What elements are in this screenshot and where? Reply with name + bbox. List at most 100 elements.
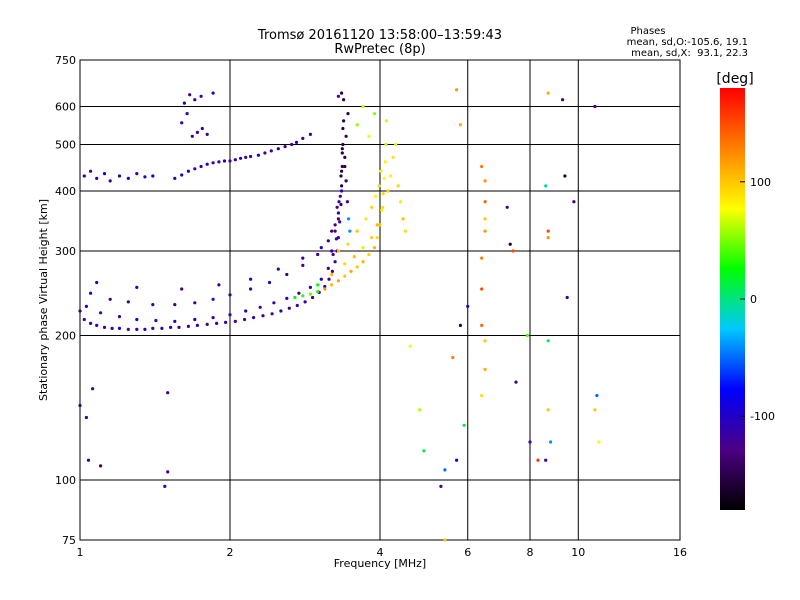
data-point xyxy=(269,149,273,153)
data-point xyxy=(249,287,253,291)
data-point xyxy=(211,297,215,301)
data-point xyxy=(355,123,359,127)
data-point xyxy=(340,164,344,169)
data-point xyxy=(344,134,348,138)
y-tick-label: 100 xyxy=(55,474,76,487)
data-point xyxy=(126,300,130,304)
data-point xyxy=(546,339,550,343)
data-point xyxy=(285,272,289,277)
data-point xyxy=(108,297,112,301)
data-point xyxy=(99,311,103,315)
data-point xyxy=(99,464,103,468)
data-point xyxy=(143,327,147,331)
data-point xyxy=(276,147,280,151)
data-point xyxy=(333,223,337,227)
data-point xyxy=(319,246,323,250)
data-point xyxy=(256,153,260,157)
data-point xyxy=(263,151,267,155)
y-axis-label: Stationary phase Virtual Height [km] xyxy=(37,199,50,401)
data-point xyxy=(244,155,248,159)
data-point xyxy=(340,189,344,193)
data-point xyxy=(110,326,114,330)
data-point xyxy=(319,277,323,281)
data-point xyxy=(546,229,550,233)
data-point xyxy=(339,202,343,207)
data-point xyxy=(95,323,99,327)
data-point xyxy=(188,93,192,97)
chart-title: Tromsø 20161120 13:58:00–13:59:43 xyxy=(257,28,502,43)
data-point xyxy=(173,303,177,307)
data-point xyxy=(217,283,221,287)
data-point xyxy=(352,255,356,259)
data-point xyxy=(544,184,548,188)
colorbar-ticks: -100 0 100 xyxy=(740,176,775,423)
data-point xyxy=(84,304,88,308)
title-block: Tromsø 20161120 13:58:00–13:59:43 RwPret… xyxy=(257,28,502,57)
data-point xyxy=(330,249,334,253)
data-point xyxy=(89,321,93,325)
data-point xyxy=(308,292,312,296)
colorbar-label: [deg] xyxy=(716,71,753,87)
data-point xyxy=(343,155,347,159)
data-point xyxy=(193,167,197,171)
x-tick-label: 16 xyxy=(673,546,687,559)
stats-heading: Phases xyxy=(630,26,665,37)
data-point xyxy=(483,179,487,183)
data-point xyxy=(228,313,232,317)
data-point xyxy=(316,289,320,294)
data-point xyxy=(222,159,227,163)
data-point xyxy=(333,260,337,264)
data-point xyxy=(326,239,330,243)
data-point xyxy=(378,223,382,227)
data-point xyxy=(343,274,347,278)
data-point xyxy=(384,119,388,123)
data-point xyxy=(341,142,345,147)
data-point xyxy=(126,327,130,331)
data-point xyxy=(326,266,330,270)
data-point xyxy=(361,246,365,250)
data-point xyxy=(343,262,347,266)
data-point xyxy=(341,126,345,131)
data-point xyxy=(185,112,189,116)
data-point xyxy=(295,303,299,308)
data-point xyxy=(301,256,305,260)
data-point xyxy=(78,309,82,313)
data-point xyxy=(561,98,565,102)
data-point xyxy=(333,229,337,233)
colorbar-tick-label: 0 xyxy=(750,293,757,306)
data-point xyxy=(483,367,487,371)
data-point xyxy=(160,326,164,330)
data-point xyxy=(336,217,340,221)
data-point xyxy=(546,408,550,412)
data-point xyxy=(163,484,167,488)
data-point xyxy=(117,315,122,319)
data-point xyxy=(211,161,215,165)
data-point xyxy=(348,229,352,233)
data-point xyxy=(340,151,344,155)
data-point xyxy=(166,470,170,474)
data-point xyxy=(340,169,344,173)
data-point xyxy=(200,126,204,131)
data-point xyxy=(417,408,422,412)
data-point xyxy=(186,169,190,173)
data-point xyxy=(451,355,455,360)
data-point xyxy=(243,317,247,322)
y-tick-label: 750 xyxy=(55,54,76,67)
y-tick-label: 200 xyxy=(55,330,76,343)
data-point xyxy=(193,301,197,305)
data-point xyxy=(370,205,374,209)
data-point xyxy=(386,189,390,193)
data-point xyxy=(336,94,340,98)
data-point xyxy=(544,458,548,462)
data-point xyxy=(483,217,487,221)
data-point xyxy=(514,380,518,384)
data-point xyxy=(338,194,342,198)
data-point xyxy=(339,174,343,178)
colorbar-tick-label: -100 xyxy=(750,410,775,423)
data-point xyxy=(233,158,237,162)
y-tick-label: 600 xyxy=(55,101,76,114)
x-axis-ticks: 1 2 4 6 8 10 16 xyxy=(77,546,688,559)
x-tick-label: 1 xyxy=(77,546,84,559)
data-point xyxy=(89,169,93,173)
data-point xyxy=(342,119,346,123)
